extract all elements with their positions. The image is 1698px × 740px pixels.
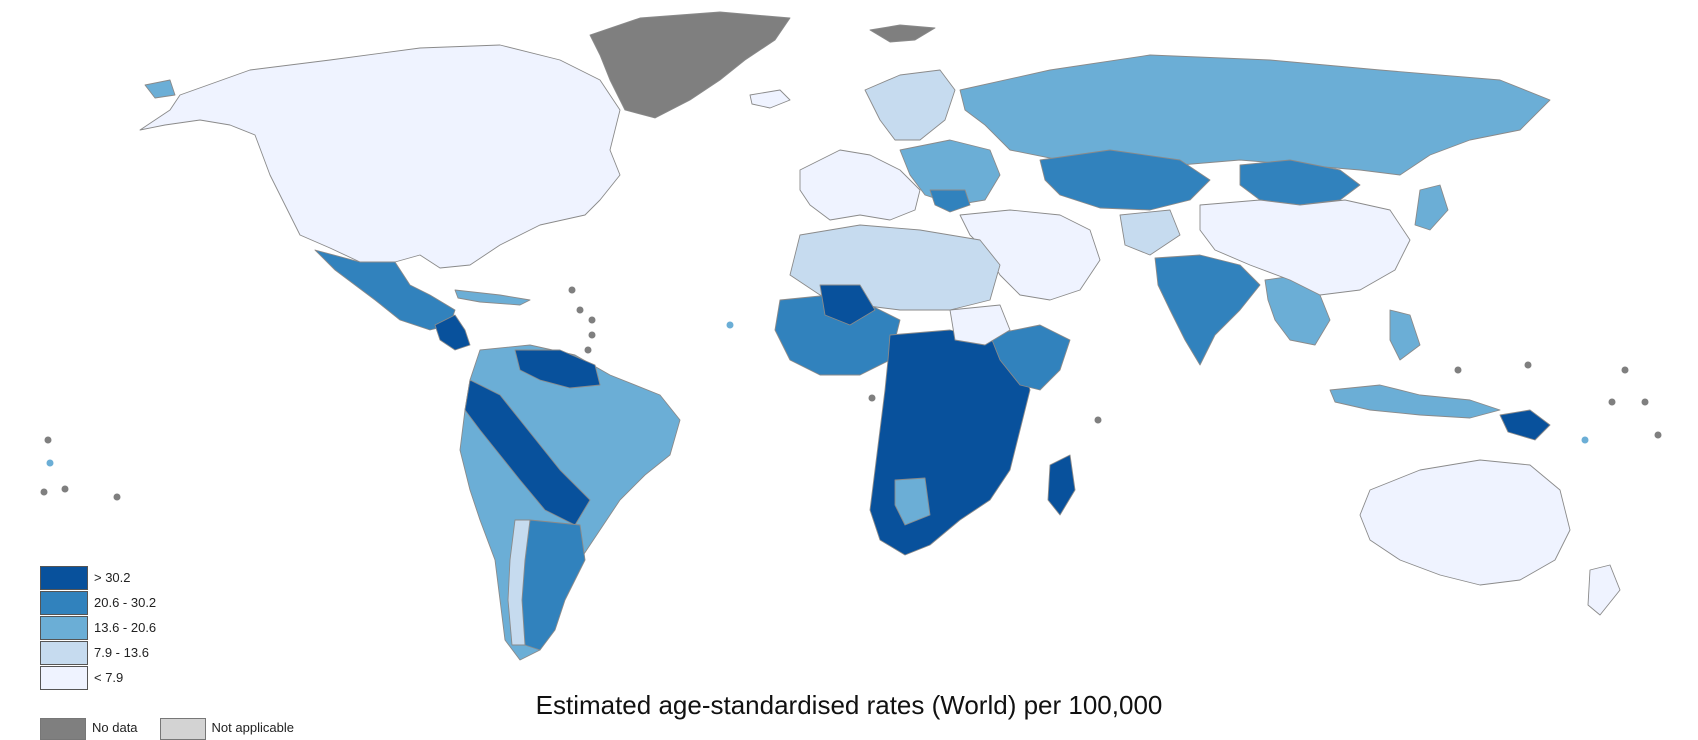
island-marker[interactable] (1608, 398, 1616, 406)
namibia-region[interactable] (894, 477, 931, 526)
island-marker[interactable] (568, 286, 576, 294)
western-europe-region[interactable] (799, 149, 921, 221)
legend-label: < 7.9 (94, 670, 124, 685)
legend-swatch (40, 640, 88, 665)
legend-swatch (40, 665, 88, 690)
eastern-europe-region[interactable] (899, 139, 1001, 206)
legend-swatch (159, 718, 206, 740)
indonesia-region[interactable] (1329, 384, 1501, 419)
afghanistan-region[interactable] (1119, 209, 1181, 256)
mongolia-region[interactable] (1239, 159, 1361, 206)
central-asia-region[interactable] (1039, 149, 1211, 211)
legend-label: No data (92, 720, 138, 735)
island-marker[interactable] (1581, 436, 1589, 444)
legend-label: 20.6 - 30.2 (94, 595, 157, 610)
japan-region[interactable] (1414, 184, 1449, 231)
legend-item: 13.6 - 20.6 (40, 615, 156, 640)
island-marker[interactable] (1094, 416, 1102, 424)
southern-cone-region[interactable] (519, 519, 586, 651)
island-marker[interactable] (576, 306, 584, 314)
legend-not-applicable: Not applicable (159, 718, 294, 740)
alaska-island-region[interactable] (144, 79, 176, 99)
new-zealand-region[interactable] (1587, 564, 1621, 616)
north-america-region[interactable] (139, 44, 621, 269)
island-marker[interactable] (1454, 366, 1462, 374)
madagascar-region[interactable] (1047, 454, 1076, 516)
island-marker[interactable] (588, 331, 596, 339)
scandinavia-region[interactable] (864, 69, 956, 141)
island-marker[interactable] (1524, 361, 1532, 369)
papua-new-guinea-region[interactable] (1499, 409, 1551, 441)
legend-swatch (40, 615, 88, 640)
svalbard-region[interactable] (869, 24, 936, 43)
map-caption: Estimated age-standardised rates (World)… (535, 690, 1163, 720)
island-marker[interactable] (1621, 366, 1629, 374)
legend-label: 7.9 - 13.6 (94, 645, 149, 660)
australia-region[interactable] (1359, 459, 1571, 586)
island-marker[interactable] (726, 321, 734, 329)
legend-item: 7.9 - 13.6 (40, 640, 156, 665)
sudan-region[interactable] (949, 304, 1011, 346)
map-legend: > 30.2 20.6 - 30.2 13.6 - 20.6 7.9 - 13.… (40, 565, 156, 690)
philippines-region[interactable] (1389, 309, 1421, 361)
caribbean-region[interactable] (454, 289, 531, 306)
island-marker[interactable] (113, 493, 121, 501)
china-region[interactable] (1199, 199, 1411, 296)
island-marker[interactable] (40, 488, 48, 496)
legend-swatch (40, 565, 88, 590)
island-marker[interactable] (588, 316, 596, 324)
east-africa-region[interactable] (989, 324, 1071, 391)
island-marker[interactable] (584, 346, 592, 354)
iceland-region[interactable] (749, 89, 791, 109)
island-marker[interactable] (868, 394, 876, 402)
greenland-region[interactable] (589, 11, 791, 119)
india-region[interactable] (1154, 254, 1261, 366)
legend-label: 13.6 - 20.6 (94, 620, 157, 635)
legend-swatch (40, 718, 86, 740)
russia-region[interactable] (959, 54, 1551, 176)
island-marker[interactable] (46, 459, 54, 467)
island-marker[interactable] (1641, 398, 1649, 406)
legend-item: 20.6 - 30.2 (40, 590, 156, 615)
auxiliary-legend: No data Not applicable (40, 718, 316, 740)
legend-swatch (40, 590, 88, 615)
chile-region[interactable] (507, 519, 531, 646)
central-america-region[interactable] (434, 314, 471, 351)
legend-no-data: No data (40, 718, 138, 740)
island-marker[interactable] (1654, 431, 1662, 439)
legend-label: Not applicable (211, 720, 294, 735)
legend-label: > 30.2 (94, 570, 131, 585)
sahel-region[interactable] (819, 284, 876, 326)
island-marker[interactable] (61, 485, 69, 493)
balkans-region[interactable] (929, 189, 971, 213)
legend-item: < 7.9 (40, 665, 156, 690)
guiana-region[interactable] (514, 349, 601, 389)
legend-item: > 30.2 (40, 565, 156, 590)
island-marker[interactable] (44, 436, 52, 444)
